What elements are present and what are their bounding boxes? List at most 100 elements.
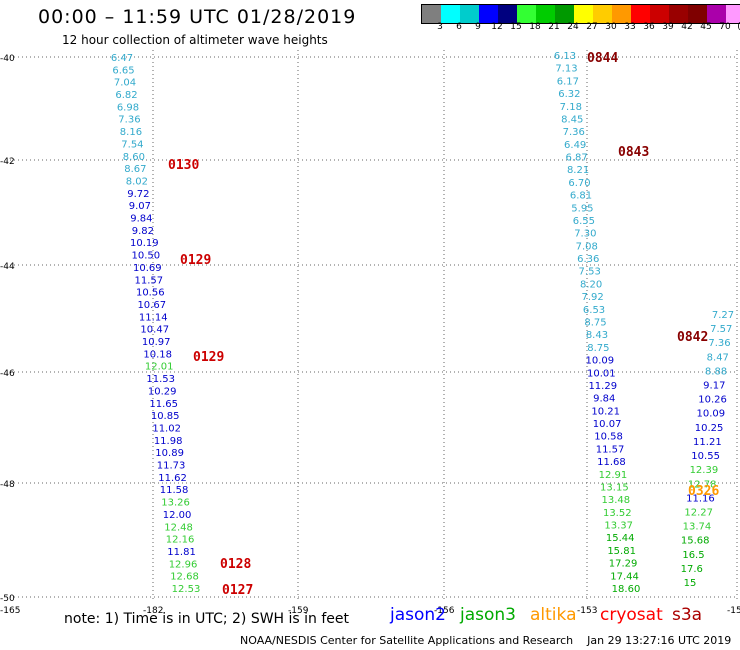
wave-height-value: 11.21 xyxy=(693,437,722,448)
latitude-label: -46 xyxy=(0,369,15,379)
longitude-label: -153 xyxy=(577,606,597,616)
wave-height-value: 10.50 xyxy=(131,251,160,262)
legend-swatch xyxy=(460,5,479,23)
latitude-label: -44 xyxy=(0,262,15,272)
wave-height-value: 13.52 xyxy=(603,508,632,519)
wave-height-value: 12.78 xyxy=(688,479,717,490)
wave-height-value: 6.53 xyxy=(583,305,605,316)
wave-height-value: 11.73 xyxy=(157,461,186,472)
wave-height-value: 11.29 xyxy=(588,381,617,392)
wave-height-value: 10.69 xyxy=(133,263,162,274)
wave-height-value: 8.88 xyxy=(705,366,727,377)
wave-height-value: 7.54 xyxy=(121,139,143,150)
wave-height-value: 8.45 xyxy=(561,114,583,125)
wave-height-value: 12.96 xyxy=(169,559,198,570)
wave-height-value: 7.27 xyxy=(712,310,734,321)
wave-height-value: 11.14 xyxy=(139,312,168,323)
wave-height-value: 7.13 xyxy=(555,64,577,75)
wave-height-value: 15.44 xyxy=(606,533,635,544)
pass-time-label: 0844 xyxy=(587,51,618,66)
wave-height-value: 10.21 xyxy=(591,406,620,417)
wave-height-value: 9.07 xyxy=(129,201,151,212)
legend-tick: 36 xyxy=(643,22,655,32)
legend-swatch xyxy=(498,5,517,23)
legend-swatch xyxy=(479,5,498,23)
wave-height-value: 10.56 xyxy=(136,288,165,299)
wave-height-value: 13.48 xyxy=(602,495,631,506)
wave-height-value: 10.09 xyxy=(586,356,615,367)
wave-height-value: 12.68 xyxy=(170,572,199,583)
wave-height-value: 7.92 xyxy=(581,292,603,303)
legend-swatch xyxy=(574,5,593,23)
legend-tick: 15 xyxy=(510,22,522,32)
wave-height-value: 8.67 xyxy=(124,164,146,175)
wave-height-value: 10.58 xyxy=(594,432,623,443)
wave-height-value: 13.15 xyxy=(600,482,629,493)
legend-tick: 3 xyxy=(437,22,443,32)
legend-swatch xyxy=(555,5,574,23)
wave-height-value: 15.68 xyxy=(681,536,710,547)
wave-height-value: 8.02 xyxy=(126,176,148,187)
wave-height-value: 7.53 xyxy=(579,267,601,278)
wave-height-value: 12.00 xyxy=(163,510,192,521)
wave-height-value: 10.97 xyxy=(142,337,171,348)
wave-height-value: 7.08 xyxy=(576,241,598,252)
wave-height-value: 8.16 xyxy=(120,127,142,138)
wave-height-value: 7.36 xyxy=(563,127,585,138)
legend-tick: 30 xyxy=(605,22,617,32)
pass-time-label: 0129 xyxy=(193,350,224,365)
wave-height-value: 12.16 xyxy=(166,535,195,546)
wave-height-value: 10.19 xyxy=(130,238,159,249)
wave-height-value: 10.85 xyxy=(151,411,180,422)
wave-height-value: 11.65 xyxy=(149,399,178,410)
credit-line: NOAA/NESDIS Center for Satellite Applica… xyxy=(240,634,732,647)
legend-tick: 9 xyxy=(475,22,481,32)
wave-height-value: 17.44 xyxy=(610,571,639,582)
wave-height-value: 10.09 xyxy=(697,409,726,420)
wave-height-value: 6.47 xyxy=(111,53,133,64)
legend-tick: 6 xyxy=(456,22,462,32)
latitude-label: -42 xyxy=(0,157,15,167)
wave-height-value: 11.81 xyxy=(167,547,196,558)
satellite-name: altika xyxy=(530,605,577,625)
legend-tick: 24 xyxy=(567,22,579,32)
wave-height-value: 12.27 xyxy=(684,507,713,518)
axis-labels: -40 -42 -44 -46 -48 -50 -165 -182 -159 -156 -153 -1… xyxy=(0,54,740,616)
wave-height-value: 11.62 xyxy=(158,473,187,484)
wave-height-value: 7.57 xyxy=(710,324,732,335)
satellite-name: jason2 xyxy=(390,605,446,625)
wave-height-value: 9.84 xyxy=(593,394,615,405)
wave-height-value: 9.84 xyxy=(130,214,152,225)
legend-swatch xyxy=(669,5,688,23)
wave-height-value: 11.16 xyxy=(686,493,715,504)
wave-height-value: 8.75 xyxy=(584,318,606,329)
longitude-label: -182 xyxy=(143,606,163,616)
legend-tick: 18 xyxy=(529,22,541,32)
wave-height-value: 10.55 xyxy=(691,451,720,462)
wave-height-value: 17.6 xyxy=(681,564,703,575)
wave-height-value: 6.17 xyxy=(557,76,579,87)
satellite-name: cryosat xyxy=(600,605,663,625)
legend-swatch xyxy=(650,5,669,23)
latitude-label: -50 xyxy=(0,594,15,604)
color-legend xyxy=(421,4,740,24)
wave-height-value: 6.65 xyxy=(112,65,134,76)
satellite-name: s3a xyxy=(672,605,703,625)
legend-tick: 27 xyxy=(586,22,598,32)
wave-height-value: 12.91 xyxy=(599,470,628,481)
pass-time-label: 0326 xyxy=(688,484,719,499)
wave-height-value: 6.49 xyxy=(564,140,586,151)
wave-height-value: 9.72 xyxy=(127,189,149,200)
wave-height-value: 12.48 xyxy=(164,522,193,533)
wave-height-value: 13.26 xyxy=(161,498,190,509)
wave-height-value: 10.25 xyxy=(695,423,724,434)
wave-height-value: 8.20 xyxy=(580,279,602,290)
wave-height-value: 13.74 xyxy=(683,522,712,533)
wave-height-value: 6.13 xyxy=(554,51,576,62)
wave-height-value: 11.57 xyxy=(134,275,163,286)
pass-time-label: 0127 xyxy=(222,583,253,598)
legend-tick: 45 xyxy=(700,22,712,32)
map-grid xyxy=(10,50,738,600)
wave-height-value: 15 xyxy=(684,578,697,589)
altimeter-tracks: 6.476.657.046.826.987.368.167.548.608.67… xyxy=(111,51,734,595)
